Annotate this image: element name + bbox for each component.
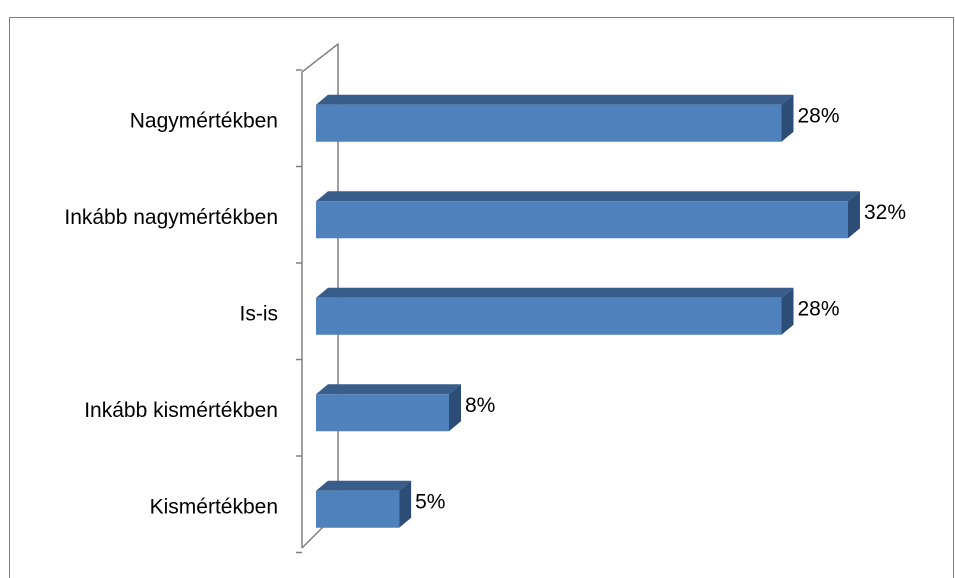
bar-front-face: [316, 201, 848, 239]
bar-front-face: [316, 104, 782, 142]
value-label: 32%: [864, 201, 906, 224]
bars-layer: [316, 94, 860, 528]
category-label: Inkább kismértékben: [84, 399, 278, 422]
bar-front-face: [316, 394, 449, 432]
labels-layer: Nagymértékben 28% Inkább nagymértékben 32% I…: [64, 104, 906, 518]
chart-frame: [9, 17, 954, 578]
bar-4: [316, 384, 461, 432]
value-label: 5%: [415, 490, 445, 513]
bar-5: [316, 480, 412, 528]
category-label: Nagymértékben: [130, 109, 278, 132]
value-label: 28%: [798, 104, 840, 127]
bar-side-face: [449, 384, 461, 432]
bar-front-face: [316, 297, 782, 335]
bar-2: [316, 191, 860, 239]
category-label: Inkább nagymértékben: [64, 206, 278, 229]
bar-front-face: [316, 490, 400, 528]
bar-side-face: [848, 191, 860, 239]
bar-top-face: [316, 384, 461, 395]
bar-top-face: [316, 191, 860, 202]
bar-top-face: [316, 94, 794, 105]
bar-top-face: [316, 287, 794, 298]
category-label: Is-is: [240, 302, 279, 325]
bar-side-face: [399, 480, 412, 528]
bar-1: [316, 94, 794, 142]
bar-side-face: [781, 287, 794, 335]
value-label: 28%: [798, 297, 840, 320]
category-label: Kismértékben: [150, 495, 278, 518]
bar-side-face: [781, 94, 794, 142]
value-label: 8%: [465, 394, 495, 417]
bar-3: [316, 287, 794, 335]
bar-top-face: [316, 480, 412, 491]
